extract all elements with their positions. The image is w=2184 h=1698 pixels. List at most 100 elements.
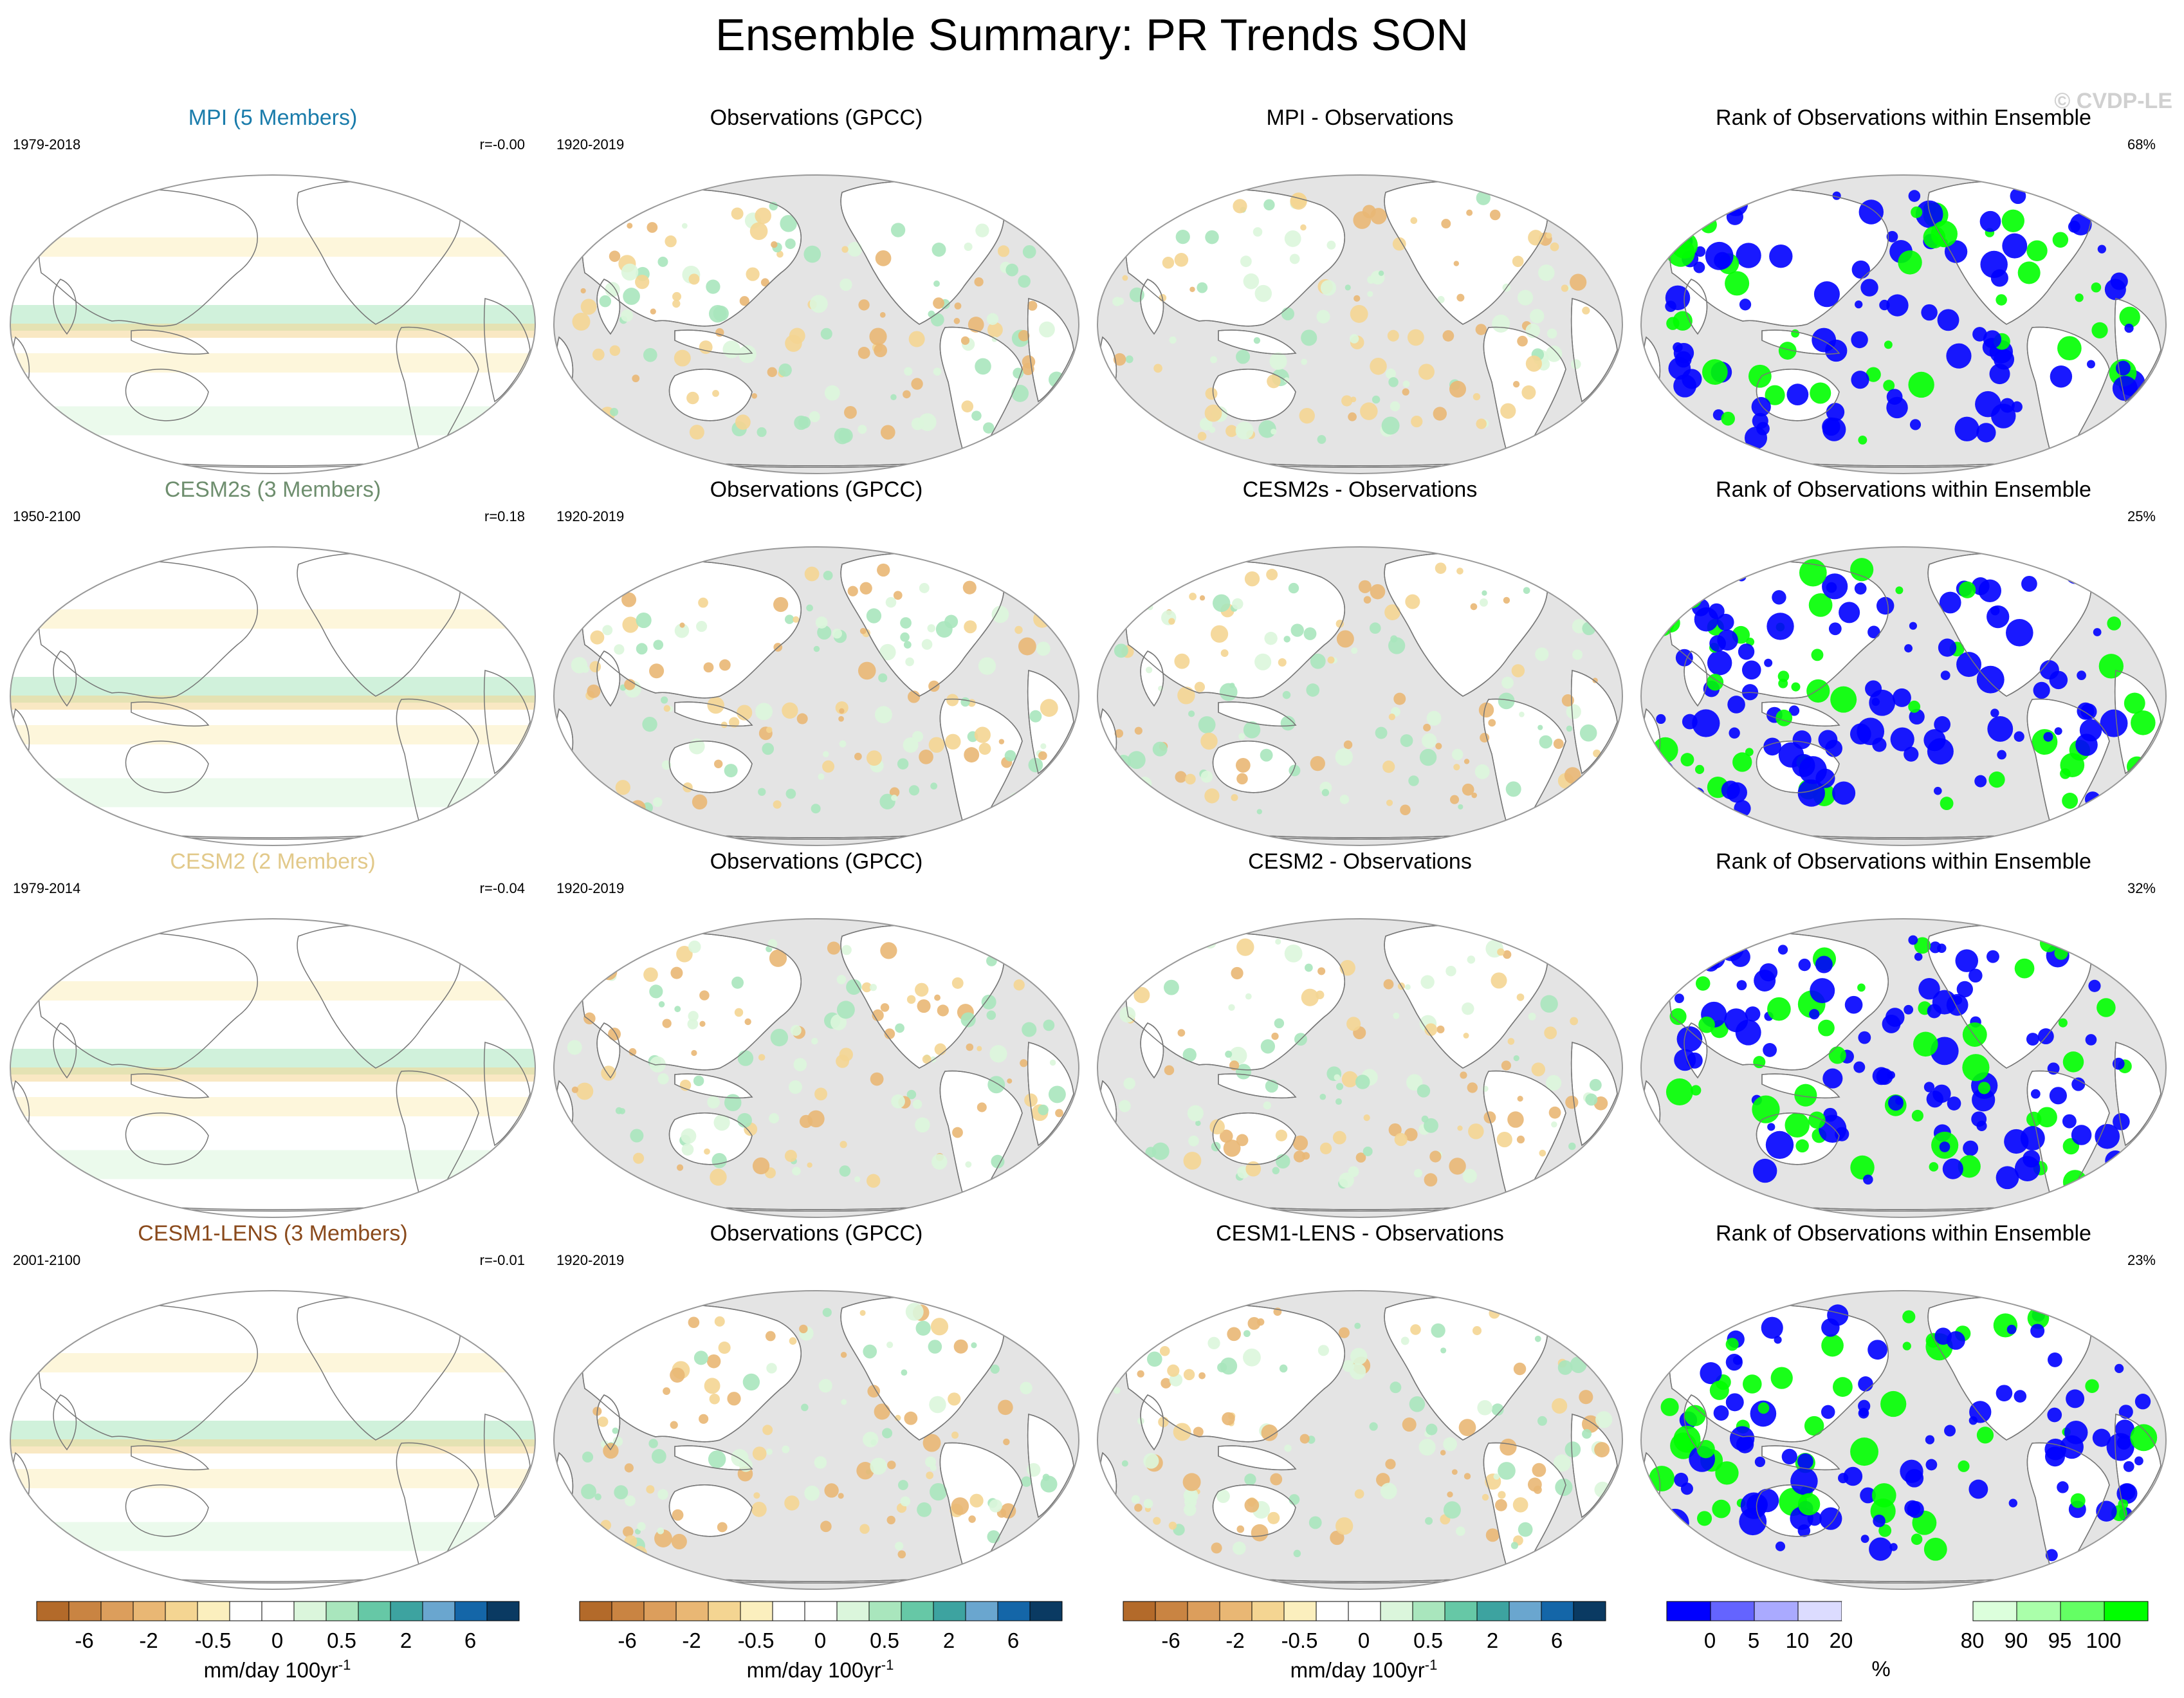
coastline-outline-australia xyxy=(1212,1112,1296,1165)
grid-cell-shade xyxy=(1586,607,1600,621)
trend-colorbar xyxy=(579,1601,1063,1621)
world-map xyxy=(1097,174,1623,474)
grid-cell-shade xyxy=(1003,1438,1010,1446)
colorbar-unit: mm/day 100yr-1 xyxy=(204,1657,351,1683)
grid-cell-shade xyxy=(953,318,960,324)
trend-band-4 xyxy=(10,353,535,373)
grid-cell-shade xyxy=(1049,1059,1056,1066)
grid-cell-shade xyxy=(593,1343,603,1353)
grid-cell-shade xyxy=(1911,1533,1923,1546)
grid-cell-shade xyxy=(1113,1387,1121,1394)
grid-cell-shade xyxy=(1114,1506,1123,1515)
grid-cell-shade xyxy=(1350,304,1368,323)
grid-cell-shade xyxy=(1786,383,1809,406)
grid-cell-shade xyxy=(1271,429,1277,435)
coastline-australia xyxy=(125,1112,209,1165)
grid-cell-shade xyxy=(1335,1083,1344,1091)
grid-cell-shade xyxy=(1243,1348,1261,1367)
colorbar-swatch xyxy=(261,1601,295,1621)
coastline-outline-africa-edge xyxy=(1027,670,1074,775)
grid-cell-shade xyxy=(1681,416,1703,438)
grid-cell-shade xyxy=(1913,1031,1938,1057)
map-panel-obs: Observations (GPCC) 1920-2019 xyxy=(544,475,1089,847)
colorbar-swatch xyxy=(326,1601,359,1621)
grid-cell-shade xyxy=(1595,1411,1613,1428)
grid-cell-shade xyxy=(1049,1358,1058,1366)
grid-cell-shade xyxy=(1570,1017,1579,1026)
grid-cell-shade xyxy=(2066,1389,2085,1408)
grid-cell-shade xyxy=(720,721,728,728)
coastline-outline-india xyxy=(1140,1022,1164,1079)
grid-cell-shade xyxy=(836,1001,855,1019)
grid-cell-shade xyxy=(863,1344,877,1359)
grid-cell-shade xyxy=(755,703,773,721)
colorbar-swatch xyxy=(1929,1601,1973,1621)
map-border xyxy=(1640,918,2167,1218)
grid-cell-shade xyxy=(839,1047,853,1062)
grid-cell-shade xyxy=(710,1168,727,1186)
grid-cell-shade xyxy=(906,1089,917,1100)
grid-cell-shade xyxy=(592,1157,607,1172)
grid-cell-shade xyxy=(1317,967,1326,975)
grid-cell-shade xyxy=(1566,704,1581,719)
grid-cell-shade xyxy=(1909,622,1917,630)
grid-cell-shade xyxy=(915,983,929,997)
map-border xyxy=(1097,174,1623,474)
grid-cell-shade xyxy=(1686,1326,1696,1336)
grid-cell-shade xyxy=(1117,392,1124,398)
grid-cell-shade xyxy=(1721,411,1735,426)
grid-cell-shade xyxy=(1233,199,1247,214)
grid-cell-shade xyxy=(841,1399,847,1405)
grid-cell-shade xyxy=(1146,1351,1162,1367)
grid-cell-shade xyxy=(934,994,941,1001)
grid-cell-shade xyxy=(1725,271,1750,296)
grid-cell-shade xyxy=(1838,1473,1849,1484)
grid-cell-shade xyxy=(1556,197,1566,206)
coastline-outline-india xyxy=(596,651,621,707)
grid-cell-shade xyxy=(1748,364,1772,388)
grid-cell-shade xyxy=(1301,358,1308,365)
grid-cell-shade xyxy=(1443,1501,1461,1519)
grid-cell-shade xyxy=(658,1001,665,1008)
grid-cell-shade xyxy=(796,713,808,724)
grid-cell-shade xyxy=(691,1049,697,1057)
colorbar-swatch xyxy=(133,1601,166,1621)
grid-cell-shade xyxy=(1433,407,1447,421)
coastline-europe-edge xyxy=(493,945,531,998)
grid-cell-shade xyxy=(627,223,633,229)
grid-cell-shade xyxy=(1261,1424,1278,1441)
grid-cell-shade xyxy=(1826,582,1837,593)
coastline-outline-asia xyxy=(582,189,802,327)
grid-cell-shade xyxy=(1942,1158,1963,1179)
grid-cell-shade xyxy=(1005,263,1019,277)
grid-cell-shade xyxy=(1317,435,1326,444)
grid-cell-shade xyxy=(672,1509,684,1521)
grid-cell-shade xyxy=(1385,1459,1396,1470)
coastline-europe-edge xyxy=(493,573,531,626)
grid-cell-shade xyxy=(1813,281,1840,308)
grid-cell-shade xyxy=(1488,719,1496,727)
grid-cell-shade xyxy=(707,1096,720,1109)
grid-cell-shade xyxy=(1869,1537,1893,1561)
grid-cell-shade xyxy=(1860,1535,1869,1544)
grid-cell-shade xyxy=(1739,299,1752,311)
grid-cell-shade xyxy=(1908,190,1921,202)
grid-cell-shade xyxy=(1137,971,1148,982)
grid-cell-shade xyxy=(1231,966,1243,980)
colorbar-tick-label: -6 xyxy=(75,1629,94,1652)
grid-cell-shade xyxy=(1505,781,1521,797)
grid-cell-shade xyxy=(897,1480,908,1490)
grid-cell-shade xyxy=(1458,804,1464,810)
grid-cell-shade xyxy=(1480,598,1488,607)
colorbar-swatches xyxy=(36,1601,520,1621)
grid-cell-shade xyxy=(847,586,858,596)
grid-cell-shade xyxy=(1681,587,1702,609)
grid-cell-shade xyxy=(809,295,828,313)
panel-stat: 32% xyxy=(2127,880,2156,896)
coastline-outline-africa-edge xyxy=(1027,1042,1074,1147)
grid-cell-shade xyxy=(1876,596,1895,615)
grid-cell-shade xyxy=(1797,1453,1813,1470)
grid-cell-shade xyxy=(1500,1438,1517,1456)
colorbar-swatch xyxy=(1348,1601,1381,1621)
figure-title: Ensemble Summary: PR Trends SON xyxy=(715,10,1469,60)
